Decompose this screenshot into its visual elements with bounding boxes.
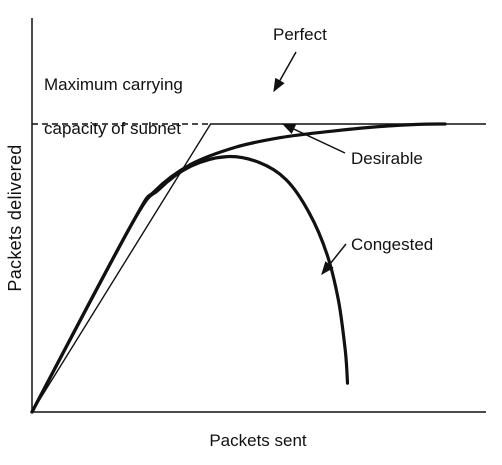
annotation-desirable: Desirable bbox=[351, 149, 423, 168]
annotation-perfect: Perfect bbox=[273, 25, 327, 44]
annotation-congested: Congested bbox=[351, 235, 433, 254]
annotation-arrow-perfect bbox=[273, 51, 297, 93]
capacity-label-line2: capacity of subnet bbox=[44, 119, 181, 138]
x-axis-title: Packets sent bbox=[209, 431, 307, 450]
annotation-arrow-desirable bbox=[281, 123, 346, 154]
y-axis-title: Packets delivered bbox=[5, 144, 25, 291]
annotation-arrow-congested bbox=[321, 243, 347, 276]
series-line-congested bbox=[30, 154, 350, 414]
capacity-label-line1: Maximum carrying bbox=[44, 75, 183, 94]
